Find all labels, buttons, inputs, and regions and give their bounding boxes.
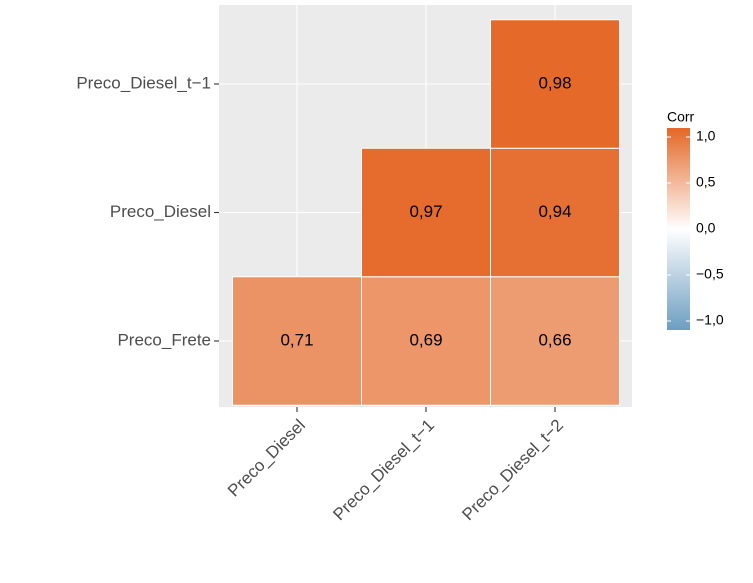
heatmap-cell	[361, 276, 491, 406]
y-tick-label: Preco_Diesel	[110, 202, 211, 221]
y-tick-label: Preco_Diesel_t−1	[76, 73, 211, 92]
heatmap-cell	[490, 276, 620, 406]
colorbar-tick-label: −0,5	[696, 266, 724, 282]
cell-label: 0,66	[538, 330, 571, 349]
cell-label: 0,97	[409, 202, 442, 221]
legend-title: Corr	[667, 109, 695, 125]
x-tick-label: Preco_Diesel_t−2	[458, 416, 567, 525]
colorbar-tick-label: 0,0	[696, 220, 716, 236]
colorbar-tick-label: 0,5	[696, 174, 716, 190]
colorbar-tick-label: 1,0	[696, 128, 716, 144]
y-tick-label: Preco_Frete	[117, 330, 211, 349]
cell-label: 0,71	[280, 330, 313, 349]
colorbar-tick-label: −1,0	[696, 312, 724, 328]
heatmap-cell	[490, 147, 620, 278]
heatmap-cell	[361, 147, 491, 278]
cell-label: 0,94	[538, 202, 571, 221]
cell-label: 0,98	[538, 73, 571, 92]
colorbar	[667, 128, 690, 330]
x-tick-label: Preco_Diesel_t−1	[329, 416, 438, 525]
heatmap-cell	[490, 19, 620, 149]
x-tick-label: Preco_Diesel	[224, 416, 309, 501]
cell-label: 0,69	[409, 330, 442, 349]
